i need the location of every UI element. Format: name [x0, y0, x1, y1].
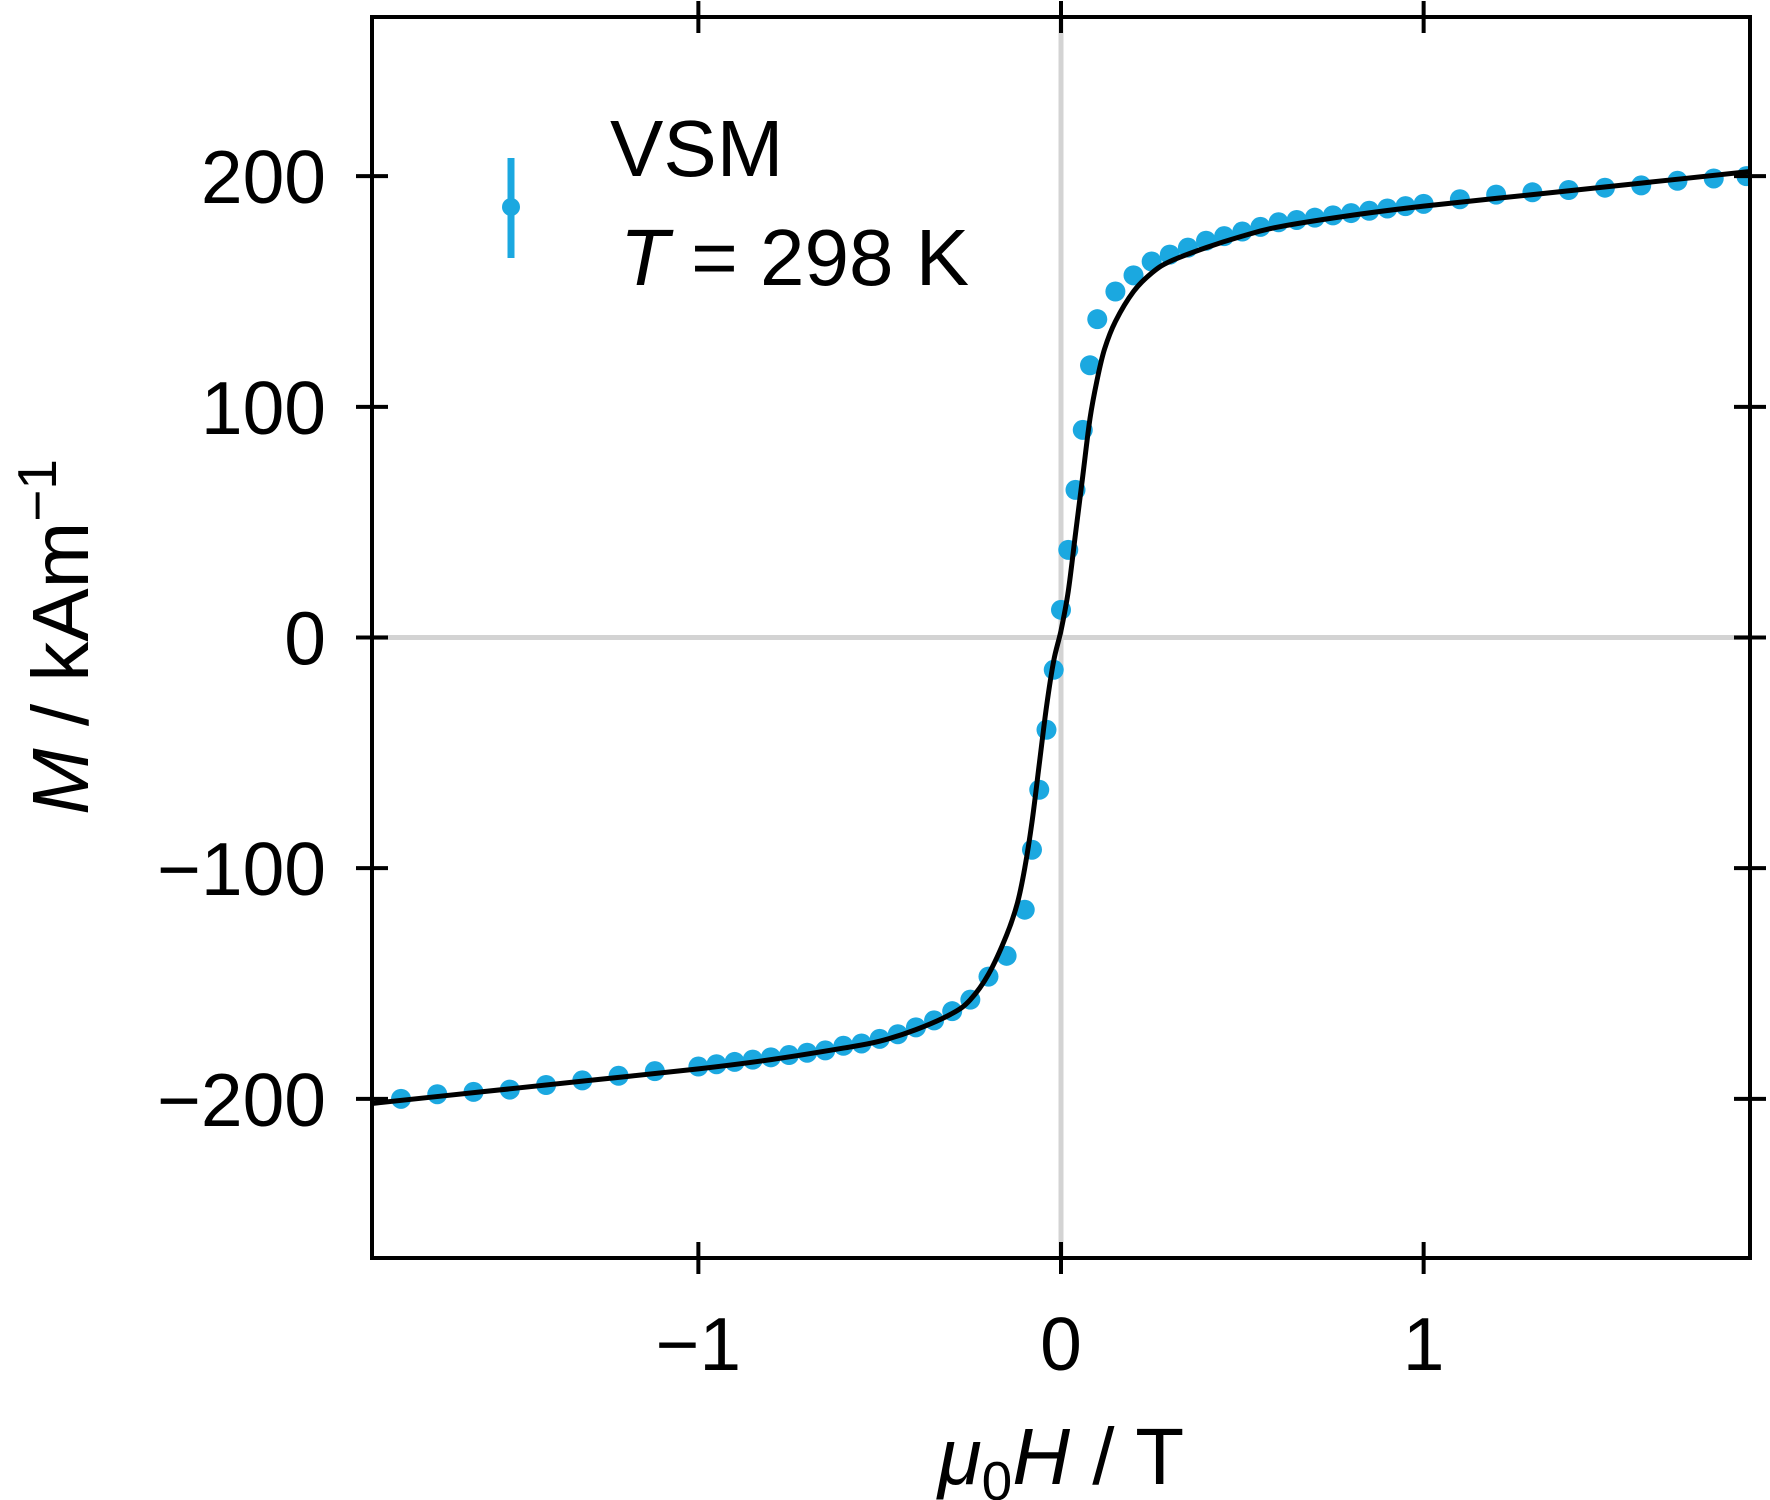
y-tick-label: 0: [284, 597, 326, 681]
x-axis-subscript: 0: [982, 1450, 1013, 1500]
y-axis-unit: kAm: [16, 522, 105, 682]
x-tick-label: 1: [1403, 1302, 1445, 1386]
x-axis-var: H: [1012, 1412, 1070, 1500]
ticks-layer: −1 0 1 −200 −100 0 100 200: [157, 1, 1766, 1386]
data-point: [1080, 355, 1101, 376]
x-axis-label: μ0H / T: [936, 1412, 1184, 1500]
x-axis-sep: /: [1070, 1412, 1135, 1500]
fit-line: [372, 169, 1750, 1106]
y-tick-label: 100: [201, 366, 326, 450]
legend-line2: T = 298 K: [620, 213, 969, 302]
y-axis-sep: /: [16, 682, 105, 749]
x-tick-label: −1: [656, 1302, 742, 1386]
y-tick-label: −200: [157, 1058, 326, 1142]
y-axis-label: M / kAm−1: [6, 459, 105, 815]
data-point: [1014, 899, 1035, 920]
y-axis-var: M: [16, 748, 105, 815]
x-axis-unit: T: [1135, 1412, 1184, 1500]
data-point: [1123, 265, 1144, 286]
x-axis-symbol: μ: [936, 1412, 982, 1500]
x-tick-label: 0: [1040, 1302, 1082, 1386]
data-point: [1105, 281, 1126, 302]
legend: VSM T = 298 K: [502, 104, 969, 302]
y-tick-label: −100: [157, 827, 326, 911]
legend-temp-var: T: [620, 213, 674, 302]
legend-marker: [502, 198, 520, 216]
legend-line1: VSM: [610, 104, 783, 193]
legend-temp-value: = 298 K: [669, 213, 969, 302]
y-axis-exp: −1: [6, 459, 68, 522]
series-layer: [372, 166, 1750, 1109]
data-point: [1087, 309, 1108, 330]
y-tick-label: 200: [201, 135, 326, 219]
